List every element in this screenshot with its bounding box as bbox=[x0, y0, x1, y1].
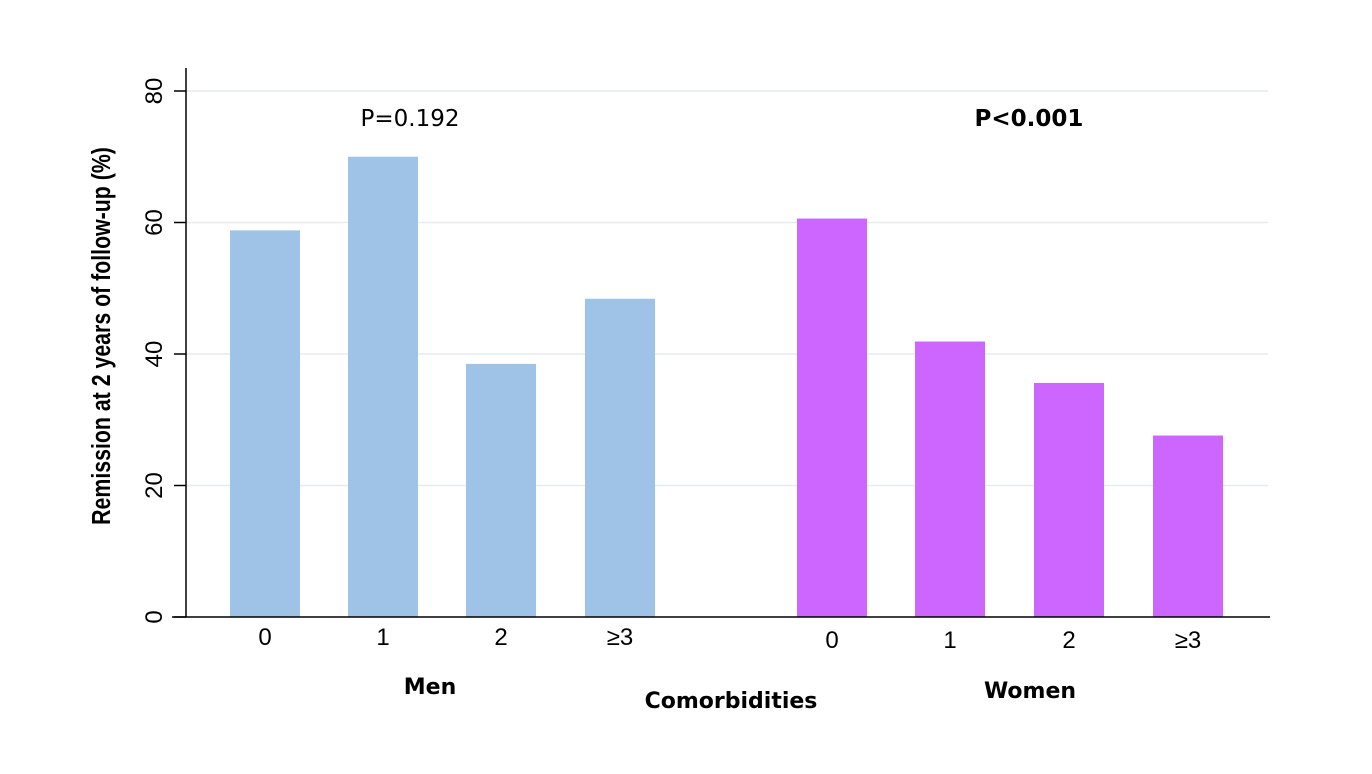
y-tick-label-60: 60 bbox=[141, 209, 168, 236]
category-label-men-2: 2 bbox=[494, 624, 507, 651]
bars bbox=[230, 156, 1223, 617]
bar-men-0 bbox=[230, 230, 300, 617]
annotations: P=0.192 P<0.001 bbox=[361, 106, 1084, 132]
category-labels: 0 1 2 ≥3 0 1 2 ≥3 bbox=[258, 624, 1201, 654]
group-label-men: Men bbox=[404, 675, 456, 700]
bar-women-2 bbox=[1034, 382, 1104, 617]
category-label-men-0: 0 bbox=[258, 624, 271, 651]
bar-men-2 bbox=[466, 363, 536, 617]
bar-women-1 bbox=[915, 341, 985, 617]
y-tick-label-20: 20 bbox=[141, 472, 168, 499]
category-label-women-1: 1 bbox=[943, 627, 956, 654]
p-value-men: P=0.192 bbox=[361, 106, 460, 132]
p-value-women: P<0.001 bbox=[975, 106, 1084, 132]
bar-men-1 bbox=[348, 156, 418, 617]
category-label-men-3: ≥3 bbox=[607, 624, 634, 651]
y-tick-label-0: 0 bbox=[141, 610, 168, 623]
y-tick-label-80: 80 bbox=[141, 78, 168, 105]
bar-women-0 bbox=[797, 218, 867, 617]
category-label-men-1: 1 bbox=[376, 624, 389, 651]
bar-women-3 bbox=[1153, 435, 1223, 617]
group-label-women: Women bbox=[984, 679, 1076, 704]
category-label-women-2: 2 bbox=[1062, 627, 1075, 654]
y-ticks: 0 20 40 60 80 bbox=[141, 78, 186, 624]
axes bbox=[172, 68, 1270, 618]
bar-men-3 bbox=[585, 298, 655, 617]
x-axis-label: Comorbidities bbox=[645, 689, 818, 714]
category-label-women-0: 0 bbox=[825, 627, 838, 654]
category-label-women-3: ≥3 bbox=[1175, 627, 1202, 654]
y-axis-label: Remission at 2 years of follow-up (%) bbox=[87, 147, 117, 525]
y-tick-label-40: 40 bbox=[141, 341, 168, 368]
group-labels: Men Women bbox=[404, 675, 1076, 704]
